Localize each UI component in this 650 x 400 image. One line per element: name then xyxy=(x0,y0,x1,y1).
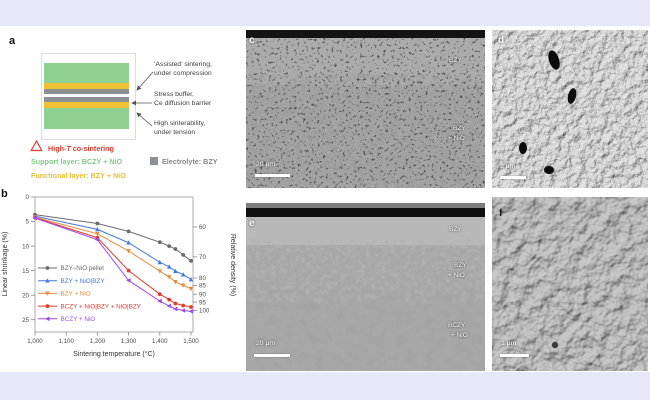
svg-text:BCZY + NiO: BCZY + NiO xyxy=(61,316,96,323)
region-label-bzy-nio: BZY xyxy=(454,262,467,269)
svg-text:BZY–NiO pellet: BZY–NiO pellet xyxy=(61,265,105,272)
schematic-arrows xyxy=(30,71,154,152)
co-sintering-label: High-T co-sintering xyxy=(48,144,114,153)
scale-bar-label: 20 μm xyxy=(256,340,276,347)
panel-c-label: c xyxy=(249,35,255,46)
panel-f-label: f xyxy=(499,208,503,219)
sem-texture xyxy=(492,30,648,188)
region-label-bzy-nio: BZY xyxy=(453,125,466,132)
layer-stack xyxy=(44,63,129,129)
svg-text:BZY + NiO|BZY: BZY + NiO|BZY xyxy=(61,278,106,285)
shrinkage-chart: 1,000 1,100 1,200 1,300 1,400 1,500 0 5 10 15 20 25… xyxy=(2,194,236,358)
annotation-line: under tension xyxy=(154,129,196,136)
svg-text:Sintering temperature (°C): Sintering temperature (°C) xyxy=(73,350,155,358)
svg-text:1,500: 1,500 xyxy=(183,338,199,345)
layer-support-top xyxy=(44,63,129,83)
svg-text:5: 5 xyxy=(26,219,30,226)
annotation-line: Stress buffer, xyxy=(154,91,194,98)
scale-bar-label: 2 μm xyxy=(500,163,516,170)
annotation-line: High sinterability, xyxy=(154,120,206,127)
layer-functional-bottom xyxy=(44,102,129,108)
bottom-banner xyxy=(0,372,650,400)
layer-gap xyxy=(44,94,129,97)
scale-bar-label: 1 μm xyxy=(501,340,517,347)
scale-bar xyxy=(254,354,290,357)
panel-a-label: a xyxy=(9,35,16,47)
panel-e-label: e xyxy=(249,218,255,229)
warning-triangle-icon xyxy=(30,139,43,152)
region-label-bzy-nio: + NiO xyxy=(448,135,465,142)
region-label-bzy: BZY xyxy=(449,226,462,233)
svg-text:95: 95 xyxy=(199,299,206,306)
sem-texture xyxy=(246,203,485,371)
panel-d-label: d xyxy=(498,35,505,46)
svg-text:90: 90 xyxy=(199,291,206,298)
svg-text:100: 100 xyxy=(199,308,210,315)
svg-text:60: 60 xyxy=(199,224,206,231)
svg-text:BZY + NiO: BZY + NiO xyxy=(61,291,91,298)
region-label-bzy: BZY xyxy=(449,57,462,64)
electrolyte-swatch-icon xyxy=(150,157,158,165)
layer-schematic-box xyxy=(41,53,136,140)
svg-text:0: 0 xyxy=(26,194,30,201)
svg-text:70: 70 xyxy=(199,254,206,261)
svg-text:85: 85 xyxy=(199,283,206,290)
region-label-bczy-nio: + NiO xyxy=(451,332,468,339)
sem-cross-section-bczy-nio: e BZY BZY + NiO BCZY + NiO 20 μm xyxy=(246,203,485,371)
sem-surface-faceted-grains: f 1 μm xyxy=(492,197,648,371)
panel-b-label: b xyxy=(1,188,8,200)
layer-electrolyte-top xyxy=(44,89,129,94)
co-sintering-text: High- xyxy=(48,144,67,153)
co-sintering-italic-t: T xyxy=(66,144,71,153)
annotation-line: under compression xyxy=(154,70,212,77)
layer-electrolyte-bottom xyxy=(44,97,129,102)
co-sintering-text: co-sintering xyxy=(70,144,114,153)
scale-bar xyxy=(255,174,290,177)
sem-texture xyxy=(246,30,485,188)
annotation-high-sinterability: High sinterability, under tension xyxy=(154,119,205,137)
top-banner xyxy=(0,0,650,26)
scale-bar xyxy=(500,354,529,357)
sem-texture xyxy=(492,197,648,371)
annotation-assisted-sintering: ‘Assisted’ sintering, under compression xyxy=(154,60,212,78)
electrolyte-legend: Electrolyte: BZY xyxy=(162,157,218,166)
svg-text:Linear shrinkage (%): Linear shrinkage (%) xyxy=(2,232,9,297)
annotation-stress-buffer: Stress buffer, Ce diffusion barrier xyxy=(154,90,211,108)
layer-functional-top xyxy=(44,83,129,89)
support-layer-legend: Support layer: BCZY + NiO xyxy=(31,157,123,166)
layer-support-bottom xyxy=(44,108,129,129)
annotation-line: Ce diffusion barrier xyxy=(154,100,212,107)
svg-text:1,100: 1,100 xyxy=(58,338,74,345)
svg-text:BCZY + NiO|BZY + NiO|BZY: BCZY + NiO|BZY + NiO|BZY xyxy=(61,303,142,310)
svg-text:Relative density (%): Relative density (%) xyxy=(229,234,236,296)
functional-layer-legend: Functional layer: BZY + NiO xyxy=(31,171,126,180)
svg-text:1,000: 1,000 xyxy=(27,338,43,345)
arrow-high-sinterability xyxy=(136,112,153,127)
svg-text:1,400: 1,400 xyxy=(152,338,168,345)
svg-text:1,200: 1,200 xyxy=(90,338,106,345)
svg-text:1,300: 1,300 xyxy=(121,338,137,345)
svg-text:20: 20 xyxy=(22,292,29,299)
annotation-line: ‘Assisted’ sintering, xyxy=(154,61,212,68)
scale-bar xyxy=(500,176,526,179)
svg-text:15: 15 xyxy=(22,268,29,275)
svg-text:10: 10 xyxy=(22,243,29,250)
svg-text:25: 25 xyxy=(22,317,29,324)
region-label-bczy-nio: BCZY xyxy=(448,322,466,329)
svg-text:80: 80 xyxy=(199,275,206,282)
sem-cross-section-bzy-nio: c BZY BZY + NiO 20 μm xyxy=(246,30,485,188)
scale-bar-label: 20 μm xyxy=(256,161,276,168)
arrow-assisted-sintering xyxy=(136,71,154,91)
sem-surface-round-grains: d 2 μm xyxy=(492,30,648,188)
region-label-bzy-nio: + NiO xyxy=(448,272,465,279)
